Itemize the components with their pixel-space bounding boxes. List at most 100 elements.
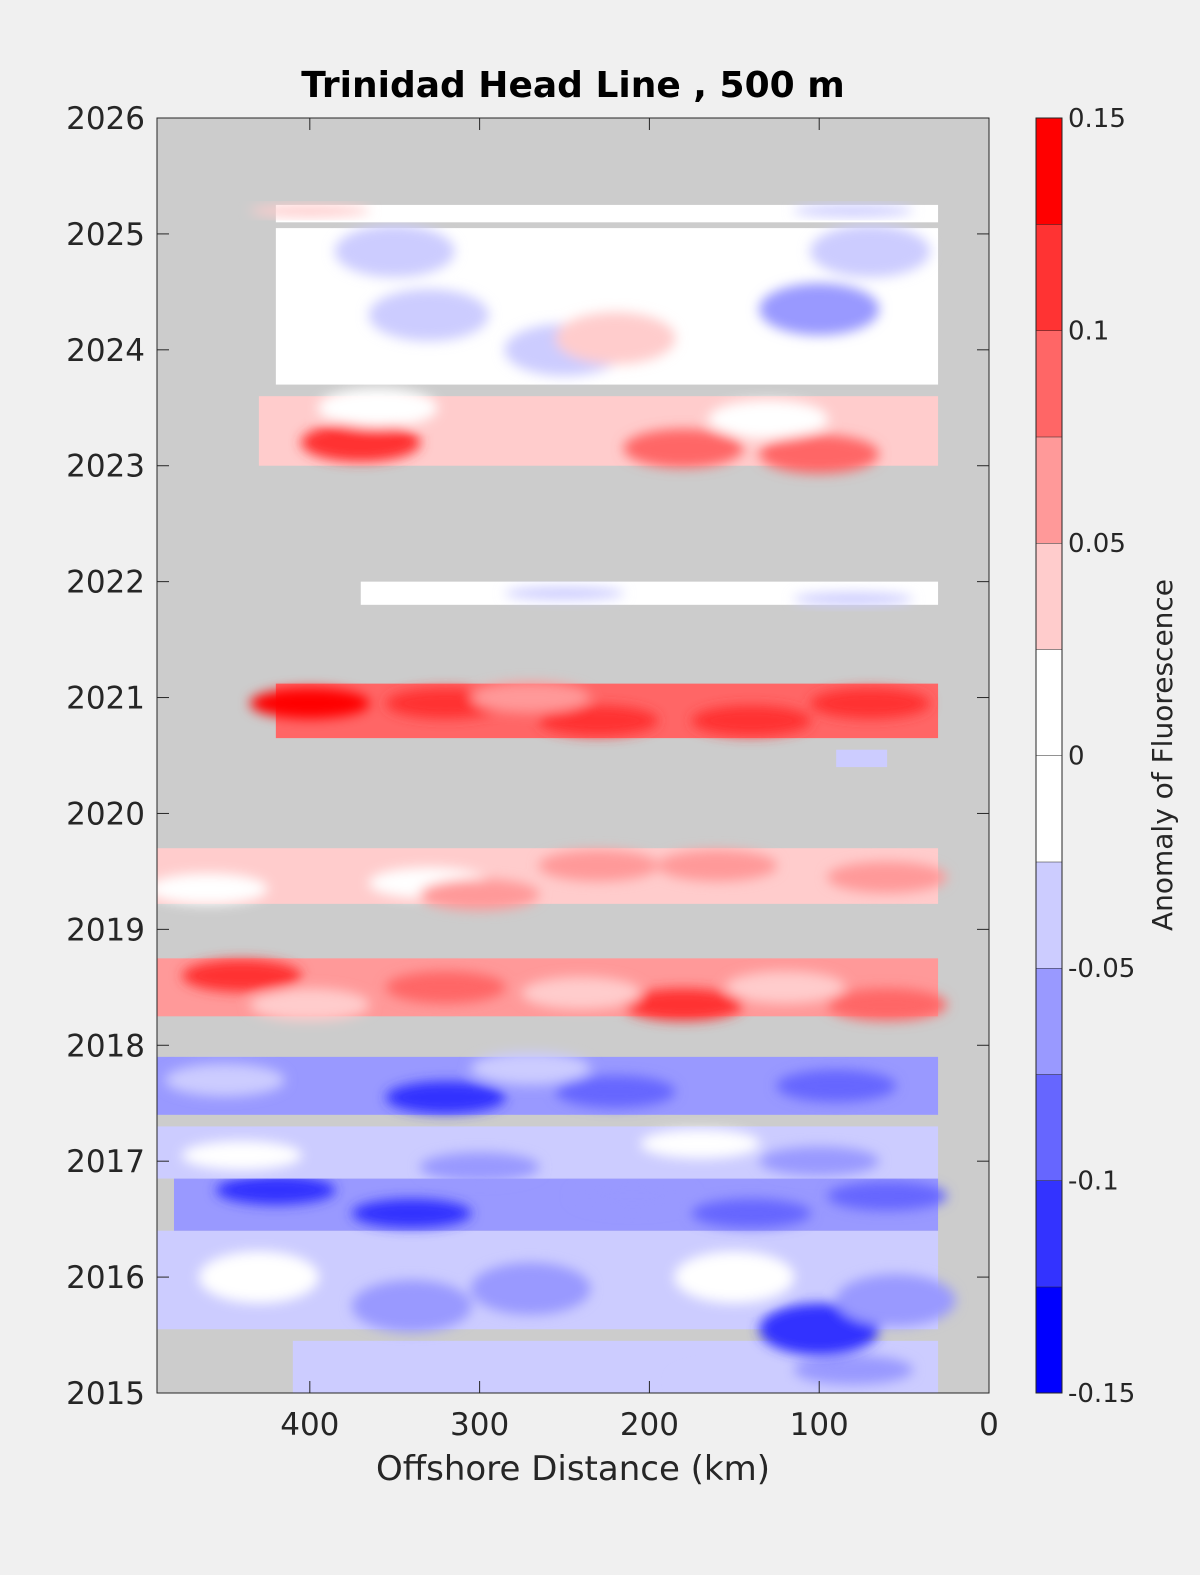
x-axis: 400 300 200 100 0 — [280, 118, 999, 1443]
colorbar-tick-label: -0.05 — [1068, 954, 1135, 984]
plot-frame — [156, 117, 990, 1394]
x-tick-label: 400 — [280, 1407, 339, 1443]
data-band — [157, 1126, 939, 1182]
anomaly-patch — [623, 988, 744, 1021]
anomaly-patch — [827, 1181, 948, 1211]
data-band — [157, 848, 948, 911]
colorbar-segment — [1036, 1180, 1062, 1287]
anomaly-patch — [385, 1081, 506, 1114]
anomaly-patch — [157, 873, 268, 905]
colorbar-tick-label: 0.1 — [1068, 317, 1109, 347]
colorbar — [1035, 117, 1063, 1394]
colorbar-segment — [1036, 436, 1062, 543]
colorbar-segment — [1036, 1074, 1062, 1181]
anomaly-patch — [674, 1251, 795, 1304]
y-tick-label: 2024 — [66, 333, 145, 369]
anomaly-patch — [759, 1146, 880, 1176]
colorbar-tick-label: 0 — [1068, 742, 1085, 772]
x-tick-label: 300 — [450, 1407, 509, 1443]
anomaly-patch — [555, 1075, 676, 1108]
band-base — [275, 204, 939, 223]
y-tick-label: 2025 — [66, 217, 145, 253]
anomaly-patch — [759, 283, 880, 336]
anomaly-patch — [572, 1181, 693, 1211]
colorbar-tick-label: 0.05 — [1068, 529, 1126, 559]
anomaly-patch — [470, 1262, 591, 1315]
colorbar-tick-label: -0.15 — [1068, 1379, 1135, 1409]
colorbar-segment — [1036, 1286, 1062, 1393]
anomaly-patch — [385, 971, 506, 1004]
anomaly-patch — [538, 705, 659, 736]
anomaly-patch — [249, 204, 370, 217]
colorbar-segment — [1036, 543, 1062, 650]
anomaly-patch — [674, 1366, 795, 1393]
anomaly-patch — [827, 861, 948, 893]
anomaly-patch — [198, 1251, 319, 1304]
y-tick-label: 2015 — [66, 1376, 145, 1412]
data-band — [157, 1052, 939, 1115]
colorbar-segment — [1036, 968, 1062, 1075]
data-band — [275, 225, 939, 385]
band-base — [836, 749, 888, 768]
colorbar-segment — [1036, 861, 1062, 968]
anomaly-patch — [470, 682, 591, 713]
anomaly-patch — [538, 850, 659, 882]
anomaly-patch — [793, 592, 914, 606]
band-base — [157, 848, 939, 904]
anomaly-patch — [164, 1063, 285, 1097]
y-tick-label: 2026 — [66, 101, 145, 137]
anomaly-patch — [810, 688, 931, 719]
anomaly-patch — [657, 850, 778, 882]
anomaly-patch — [793, 1355, 914, 1385]
anomaly-patch — [725, 971, 846, 1004]
anomaly-patch — [708, 399, 829, 439]
y-tick-label: 2016 — [66, 1260, 145, 1296]
anomaly-patch — [249, 688, 370, 719]
anomaly-patch — [419, 879, 540, 911]
anomaly-patch — [181, 1140, 302, 1170]
data-band — [249, 682, 939, 739]
colorbar-segment — [1036, 224, 1062, 331]
plot-area — [156, 117, 990, 1394]
colorbar-segment — [1036, 330, 1062, 437]
anomaly-patch — [351, 1280, 472, 1333]
anomaly-patch — [691, 1198, 812, 1228]
y-tick-label: 2017 — [66, 1144, 145, 1180]
anomaly-patch — [521, 976, 642, 1010]
anomaly-patch — [776, 1069, 897, 1103]
colorbar-ticks: -0.15 -0.1 -0.05 0 0.05 0.1 0.15 — [1068, 104, 1135, 1409]
colorbar-segment — [1036, 118, 1062, 225]
x-axis-label: Offshore Distance (km) — [376, 1449, 770, 1489]
data-band — [360, 581, 939, 606]
y-tick-label: 2021 — [66, 681, 145, 717]
anomaly-patch — [640, 1129, 761, 1159]
anomaly-patch — [555, 312, 676, 365]
y-tick-label: 2023 — [66, 449, 145, 485]
data-band — [157, 958, 948, 1021]
data-band — [836, 749, 888, 768]
anomaly-patch — [181, 959, 302, 992]
y-axis: 2015 2016 2017 2018 2019 2020 2021 2022 2023 2024… — [66, 101, 989, 1412]
anomaly-patch — [835, 1274, 956, 1327]
x-tick-label: 0 — [979, 1407, 999, 1443]
data-band — [258, 388, 939, 474]
data-band — [173, 1175, 948, 1231]
colorbar-tick-label: 0.15 — [1068, 104, 1126, 134]
anomaly-patch — [334, 225, 455, 278]
data-band — [157, 1230, 956, 1356]
heatmap-bands — [157, 204, 956, 1393]
x-tick-label: 100 — [790, 1407, 849, 1443]
x-tick-label: 200 — [620, 1407, 679, 1443]
data-band — [249, 204, 939, 223]
anomaly-patch — [470, 1052, 591, 1085]
colorbar-label: Anomaly of Fluorescence — [1146, 579, 1179, 931]
anomaly-patch — [810, 225, 931, 278]
y-tick-label: 2022 — [66, 565, 145, 601]
colorbar-segment — [1036, 649, 1062, 756]
anomaly-patch — [215, 1175, 336, 1205]
y-tick-label: 2018 — [66, 1028, 145, 1064]
anomaly-patch — [827, 988, 948, 1021]
colorbar-segment — [1036, 755, 1062, 862]
anomaly-patch — [793, 204, 914, 217]
